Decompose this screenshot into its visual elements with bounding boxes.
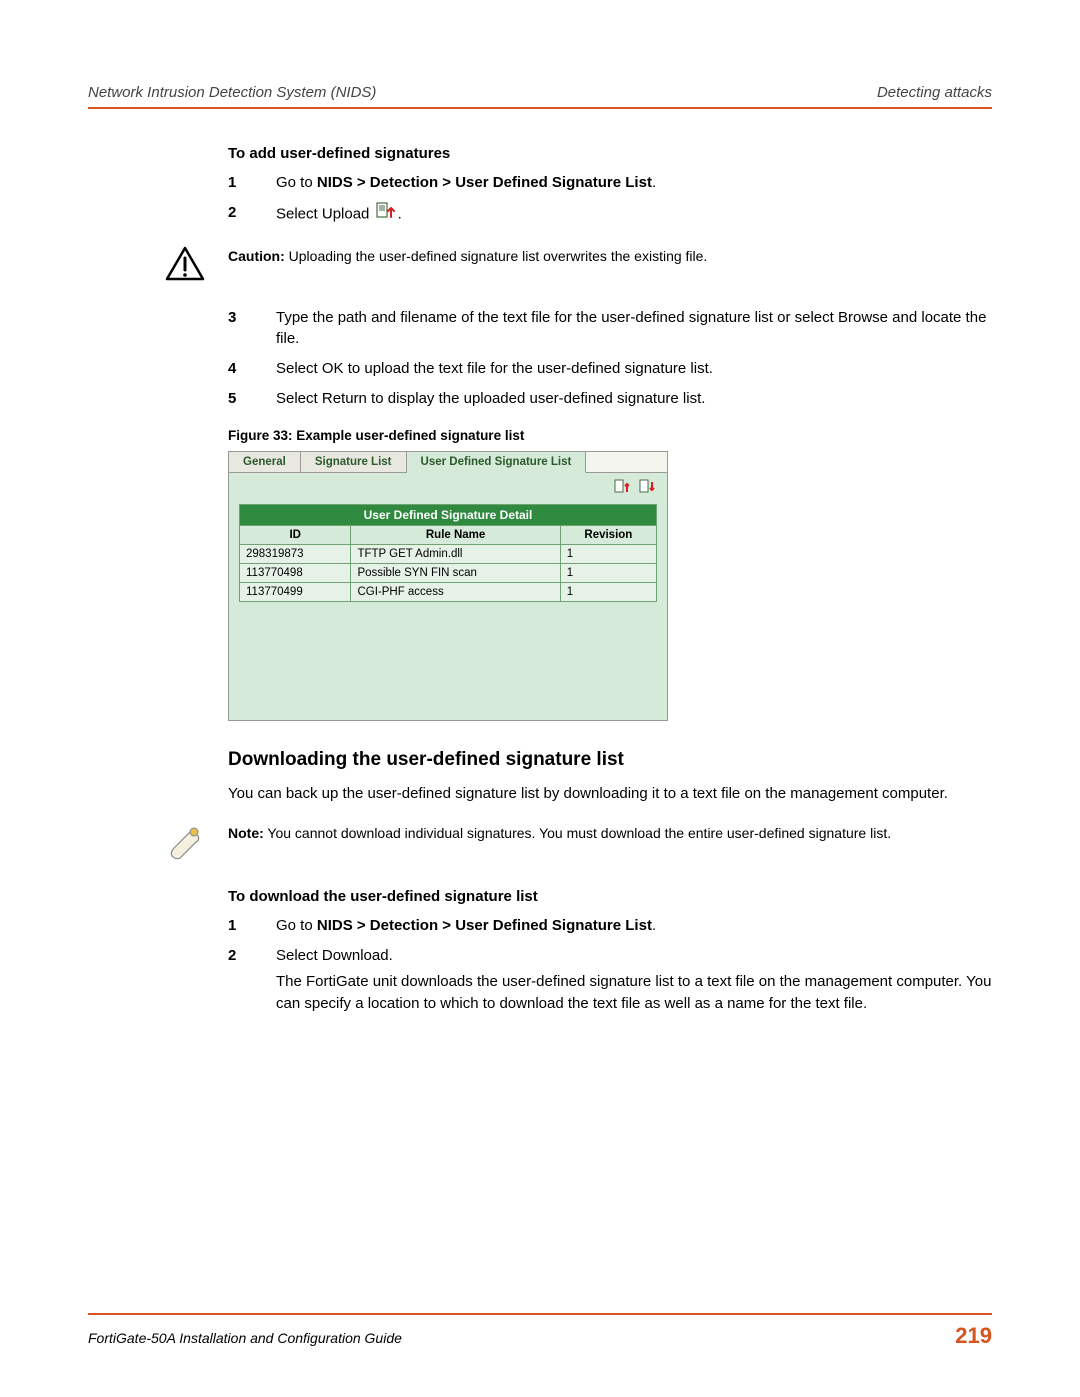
- tab-user-defined-signature-list[interactable]: User Defined Signature List: [407, 452, 587, 473]
- section-heading-download: Downloading the user-defined signature l…: [228, 749, 992, 771]
- note-icon: [164, 822, 210, 868]
- tabs-row: GeneralSignature ListUser Defined Signat…: [229, 452, 667, 473]
- step-number: 2: [228, 945, 276, 1014]
- page-footer: FortiGate-50A Installation and Configura…: [88, 1313, 992, 1349]
- table-cell: 1: [560, 544, 656, 563]
- download-tool-icon[interactable]: [635, 486, 657, 498]
- toolbar: [229, 473, 667, 504]
- footer-left: FortiGate-50A Installation and Configura…: [88, 1330, 402, 1346]
- table-cell: CGI-PHF access: [351, 582, 560, 601]
- screenshot-panel: GeneralSignature ListUser Defined Signat…: [228, 451, 668, 721]
- table-cell: 298319873: [240, 544, 351, 563]
- step-5: 5 Select Return to display the uploaded …: [228, 388, 992, 410]
- download-step-2: 2 Select Download. The FortiGate unit do…: [228, 945, 992, 1014]
- figure-caption: Figure 33: Example user-defined signatur…: [228, 428, 992, 443]
- nav-path: NIDS > Detection > User Defined Signatur…: [317, 917, 652, 934]
- caution-callout: Caution: Uploading the user-defined sign…: [164, 247, 992, 287]
- step-number: 5: [228, 388, 276, 410]
- table-row: 113770498Possible SYN FIN scan1: [240, 563, 657, 582]
- step-body: Go to NIDS > Detection > User Defined Si…: [276, 172, 992, 194]
- download-intro: You can back up the user-defined signatu…: [228, 783, 992, 805]
- header-right: Detecting attacks: [877, 84, 992, 101]
- step-body: Select Download. The FortiGate unit down…: [276, 945, 992, 1014]
- table-cell: Possible SYN FIN scan: [351, 563, 560, 582]
- step-4: 4 Select OK to upload the text file for …: [228, 358, 992, 380]
- table-row: 298319873TFTP GET Admin.dll1: [240, 544, 657, 563]
- tab-general[interactable]: General: [229, 452, 301, 472]
- step-3: 3 Type the path and filename of the text…: [228, 307, 992, 351]
- step-number: 2: [228, 202, 276, 227]
- section-title-download: To download the user-defined signature l…: [228, 888, 992, 905]
- step-number: 1: [228, 915, 276, 937]
- section-title-add: To add user-defined signatures: [228, 145, 992, 162]
- step-number: 4: [228, 358, 276, 380]
- upload-icon: [376, 202, 398, 227]
- step-1: 1 Go to NIDS > Detection > User Defined …: [228, 172, 992, 194]
- table-header: Rule Name: [351, 525, 560, 544]
- table-cell: 113770498: [240, 563, 351, 582]
- step-number: 1: [228, 172, 276, 194]
- page-number: 219: [955, 1323, 992, 1349]
- table-cell: 1: [560, 563, 656, 582]
- step-body: Select Upload .: [276, 202, 992, 227]
- note-text: Note: You cannot download individual sig…: [228, 824, 992, 844]
- note-callout: Note: You cannot download individual sig…: [164, 824, 992, 868]
- download-step-1: 1 Go to NIDS > Detection > User Defined …: [228, 915, 992, 937]
- step-body: Go to NIDS > Detection > User Defined Si…: [276, 915, 992, 937]
- table-row: 113770499CGI-PHF access1: [240, 582, 657, 601]
- upload-tool-icon[interactable]: [610, 486, 635, 498]
- table-cell: TFTP GET Admin.dll: [351, 544, 560, 563]
- table-banner: User Defined Signature Detail: [240, 504, 657, 525]
- page-header: Network Intrusion Detection System (NIDS…: [88, 84, 992, 109]
- table-cell: 113770499: [240, 582, 351, 601]
- table-header: Revision: [560, 525, 656, 544]
- tab-signature-list[interactable]: Signature List: [301, 452, 407, 472]
- nav-path: NIDS > Detection > User Defined Signatur…: [317, 174, 652, 191]
- step-body: Type the path and filename of the text f…: [276, 307, 992, 351]
- signature-table: User Defined Signature Detail IDRule Nam…: [239, 504, 657, 602]
- step-2: 2 Select Upload .: [228, 202, 992, 227]
- caution-icon: [164, 245, 210, 287]
- caution-text: Caution: Uploading the user-defined sign…: [228, 247, 992, 267]
- table-header: ID: [240, 525, 351, 544]
- step-body: Select OK to upload the text file for th…: [276, 358, 992, 380]
- table-cell: 1: [560, 582, 656, 601]
- step-number: 3: [228, 307, 276, 351]
- header-left: Network Intrusion Detection System (NIDS…: [88, 84, 376, 101]
- step-body: Select Return to display the uploaded us…: [276, 388, 992, 410]
